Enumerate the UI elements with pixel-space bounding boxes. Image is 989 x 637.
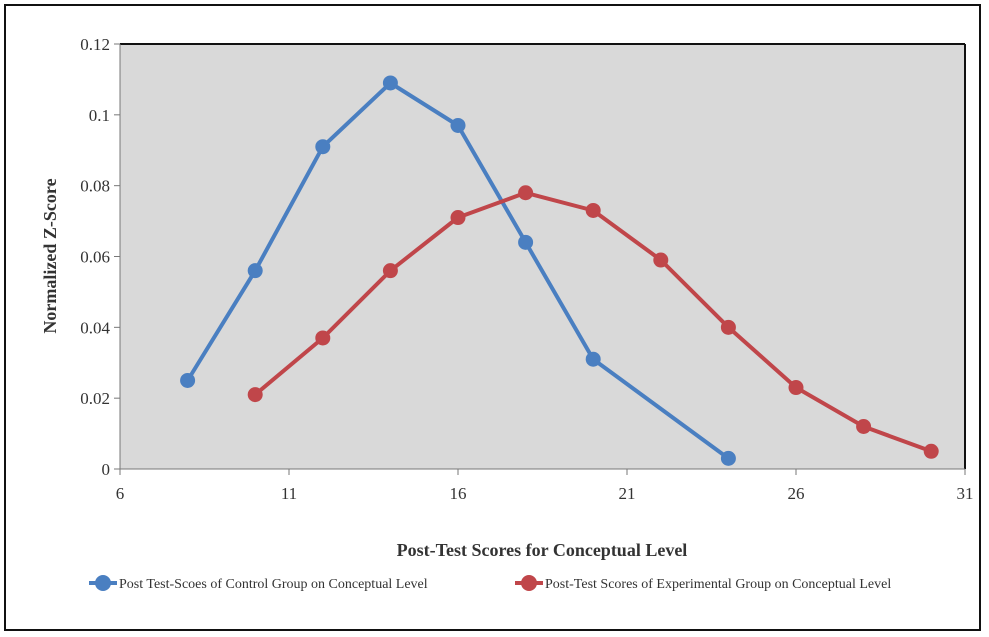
- x-tick-label: 26: [788, 484, 805, 503]
- y-tick-label: 0: [102, 460, 111, 479]
- data-point: [247, 263, 263, 279]
- data-point: [585, 202, 601, 218]
- legend: Post Test-Scoes of Control Group on Conc…: [89, 575, 891, 592]
- y-tick-label: 0.02: [80, 389, 110, 408]
- data-point: [585, 351, 601, 367]
- legend-marker-1: [95, 575, 111, 591]
- data-point: [653, 252, 669, 268]
- data-point: [315, 330, 331, 346]
- x-tick-label: 31: [957, 484, 974, 503]
- data-point: [720, 319, 736, 335]
- data-point: [180, 372, 196, 388]
- data-point: [382, 263, 398, 279]
- y-tick-label: 0.08: [80, 177, 110, 196]
- x-tick-label: 11: [281, 484, 297, 503]
- data-point: [450, 210, 466, 226]
- plot-area: [120, 44, 965, 469]
- data-point: [450, 117, 466, 133]
- legend-label-2: Post-Test Scores of Experimental Group o…: [545, 577, 891, 592]
- y-tick-label: 0.12: [80, 35, 110, 54]
- y-tick-label: 0.1: [89, 106, 110, 125]
- legend-label-1: Post Test-Scoes of Control Group on Conc…: [119, 577, 428, 592]
- data-point: [382, 75, 398, 91]
- data-point: [518, 185, 534, 201]
- legend-marker-2: [521, 575, 537, 591]
- y-axis-title: Normalized Z-Score: [40, 178, 60, 333]
- y-tick-label: 0.06: [80, 248, 110, 267]
- data-point: [518, 234, 534, 250]
- y-tick-label: 0.04: [80, 318, 110, 337]
- x-axis-title: Post-Test Scores for Conceptual Level: [397, 540, 688, 560]
- series-line-1: [185, 81, 731, 461]
- data-point: [788, 380, 804, 396]
- x-tick-label: 16: [450, 484, 467, 503]
- data-point: [247, 387, 263, 403]
- data-point: [720, 450, 736, 466]
- data-point: [856, 419, 872, 434]
- data-point: [923, 443, 939, 459]
- data-point: [315, 139, 331, 155]
- x-tick-label: 6: [116, 484, 125, 503]
- x-tick-label: 21: [619, 484, 636, 503]
